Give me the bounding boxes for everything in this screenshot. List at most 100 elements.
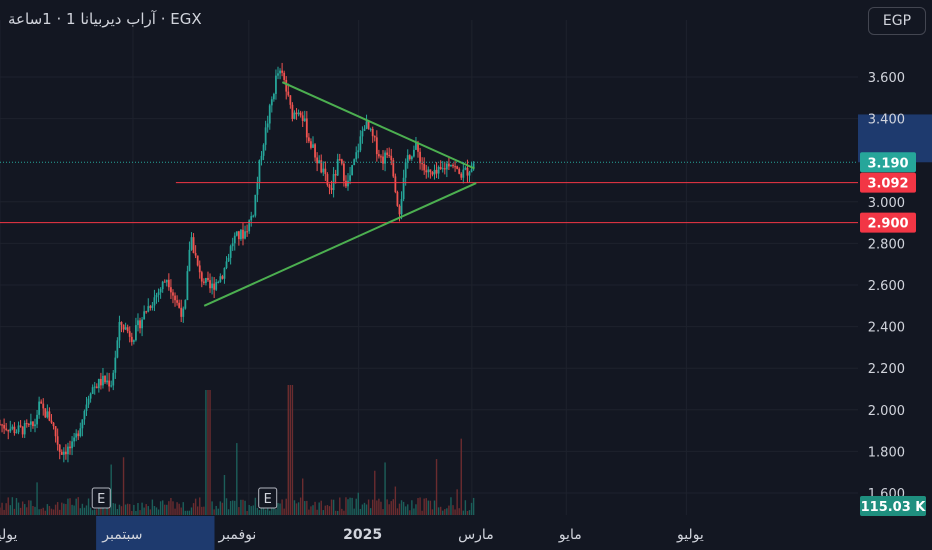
volume-bar <box>369 508 372 515</box>
candle-body <box>118 321 121 341</box>
candle-body <box>347 180 349 187</box>
volume-bar <box>157 509 160 515</box>
candle-body <box>87 398 90 405</box>
candle-body <box>178 302 181 308</box>
candle-body <box>320 160 323 173</box>
volume-bar <box>349 497 351 515</box>
candle-body <box>435 169 438 174</box>
candle-body <box>237 231 240 240</box>
volume-bar <box>56 502 59 515</box>
candle-body <box>421 163 424 165</box>
price-axis[interactable]: 3.600 3.400 3.000 2.800 2.600 2.400 2.200 2.000… <box>868 71 905 502</box>
trendline-upper[interactable] <box>281 81 475 170</box>
volume-bar <box>264 509 267 515</box>
candle-body <box>349 175 351 181</box>
candle-body <box>58 444 61 452</box>
volume-bar <box>13 508 16 515</box>
candle-body <box>260 155 263 161</box>
candle-body <box>301 115 304 121</box>
candle-body <box>375 137 378 155</box>
volume-bar <box>415 504 417 515</box>
volume-bar <box>178 503 180 515</box>
volume-bar <box>295 503 298 515</box>
candle-body <box>60 451 63 455</box>
candle-body <box>231 243 234 247</box>
volume-bar <box>28 500 30 515</box>
candle-body <box>180 307 183 317</box>
volume-bar <box>314 501 316 515</box>
volume-bar <box>442 510 444 515</box>
volume-bar <box>271 503 273 515</box>
price-badge-bg <box>860 152 916 173</box>
volume-bar <box>143 507 145 515</box>
volume-bar <box>250 506 252 515</box>
volume-bar <box>155 507 158 515</box>
currency-button[interactable]: EGP <box>868 7 926 35</box>
candle-body <box>32 421 34 427</box>
candle-body <box>0 424 1 426</box>
volume-bar <box>322 510 324 515</box>
candle-body <box>437 167 440 174</box>
candle-body <box>415 142 417 150</box>
volume-bar <box>52 509 55 515</box>
candle-body <box>209 280 211 289</box>
volume-bar <box>285 498 287 515</box>
triangle-trendlines[interactable] <box>203 81 477 307</box>
volume-bar <box>444 509 446 515</box>
earnings-marker[interactable]: E <box>91 487 111 509</box>
candle-body <box>386 152 389 155</box>
volume-bar <box>176 502 178 515</box>
volume-bar <box>170 497 172 515</box>
candle-body <box>262 144 265 156</box>
volume-bar <box>77 497 79 515</box>
volume-bar <box>293 500 296 515</box>
y-tick-label: 1.800 <box>868 445 905 460</box>
volume-bar <box>417 498 419 515</box>
volume-bar <box>435 459 438 515</box>
volume-bar <box>343 510 345 515</box>
trendline-lower[interactable] <box>203 182 477 307</box>
volume-bar <box>234 500 236 515</box>
candlestick-series[interactable] <box>0 62 475 463</box>
volume-bar <box>149 509 152 515</box>
volume-bar <box>1 502 3 515</box>
volume-bar <box>96 509 98 515</box>
y-tick-label: 3.000 <box>868 196 905 211</box>
volume-bar <box>194 498 197 515</box>
time-axis[interactable]: يوليو سبتمبر نوفمبر 2025 مارس مايو يوليو <box>0 527 704 543</box>
candle-body <box>200 272 203 282</box>
volume-bar <box>238 507 240 515</box>
volume-bar <box>215 505 217 515</box>
volume-bar <box>281 499 283 515</box>
candle-body <box>139 320 141 329</box>
candle-body <box>186 271 189 301</box>
candle-body <box>423 163 426 171</box>
candle-body <box>334 174 337 176</box>
earnings-marker[interactable]: E <box>258 487 278 509</box>
volume-bar <box>59 509 61 515</box>
volume-bar <box>159 501 162 515</box>
x-tick-label: يوليو <box>676 527 704 543</box>
price-badge-label: 3.190 <box>867 156 908 171</box>
candle-body <box>95 386 98 389</box>
candle-body <box>450 164 452 167</box>
volume-bar <box>17 502 20 515</box>
candle-body <box>3 425 6 429</box>
volume-bar <box>63 503 65 515</box>
candle-body <box>384 152 386 164</box>
volume-bar <box>462 510 465 515</box>
candle-body <box>25 423 28 425</box>
volume-bar <box>38 509 40 515</box>
candle-body <box>215 282 218 290</box>
volume-bar <box>131 510 133 515</box>
candle-body <box>91 387 94 394</box>
horizontal-price-lines[interactable] <box>0 182 858 224</box>
volume-bar <box>147 506 149 515</box>
candle-body <box>472 163 475 170</box>
volume-bar <box>139 510 141 515</box>
volume-bar <box>201 506 203 515</box>
candle-body <box>427 169 430 173</box>
candle-body <box>293 112 296 119</box>
